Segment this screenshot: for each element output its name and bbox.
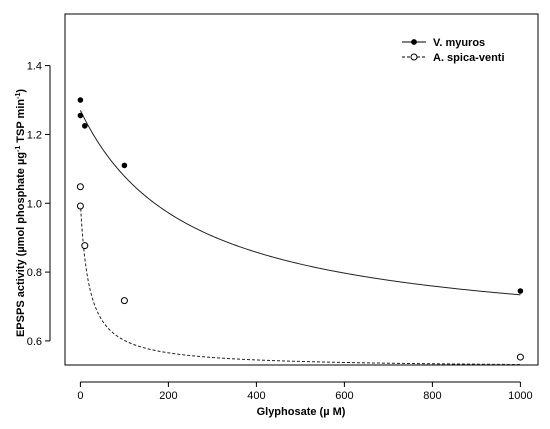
y-tick-label: 1.2 [27,129,42,141]
data-point-series-0 [82,123,88,129]
legend-entry-v-myuros: V. myuros [402,37,485,49]
y-tick-label: 1.0 [27,198,42,210]
data-point-series-0 [77,112,84,119]
y-axis-title-close: ) [15,89,27,93]
x-tick-label: 600 [335,390,353,402]
y-axis-title-sup-2: -1 [15,93,22,99]
data-point-series-0 [517,288,524,294]
y-tick-label: 0.6 [27,336,42,348]
legend: V. myuros A. spica-venti [402,37,505,64]
plot-border [64,13,539,366]
legend-marker-a-spica-venti [410,53,418,61]
fit-curves [79,110,521,366]
y-tick-label: 1.4 [27,61,42,73]
data-point-series-0 [121,162,128,169]
data-point-series-0 [77,97,84,103]
x-tick-label: 400 [247,390,265,402]
fit-curve-series-1 [79,203,521,366]
data-point-series-1 [76,202,84,210]
axes: 0 200 400 600 800 1000 0.6 0.8 1.0 1.2 1.4 [27,61,533,402]
x-tick-label: 200 [159,390,177,402]
x-tick-label: 0 [77,390,83,402]
x-tick-label: 800 [423,390,441,402]
legend-label-v-myuros: V. myuros [433,37,485,49]
data-point-series-1 [516,353,524,361]
fit-curve-series-0 [79,110,521,296]
y-axis-title-main: EPSPS activity (µmol phosphate µg [15,152,27,337]
data-points [76,97,524,361]
x-tick-label: 1000 [508,390,532,402]
data-point-series-1 [120,297,128,305]
legend-entry-a-spica-venti: A. spica-venti [402,52,505,64]
data-point-series-1 [76,183,84,191]
legend-marker-v-myuros [411,39,417,45]
y-axis-title-mid: TSP min [15,99,27,146]
y-axis-title-sup-1: -1 [15,146,22,152]
y-tick-label: 0.8 [27,267,42,279]
data-point-series-1 [81,242,89,250]
y-axis-title: EPSPS activity (µmol phosphate µg-1 TSP … [15,89,27,337]
legend-label-a-spica-venti: A. spica-venti [433,52,505,64]
plot-frame [64,13,539,366]
x-axis-title: Glyphosate (µ M) [257,406,346,418]
